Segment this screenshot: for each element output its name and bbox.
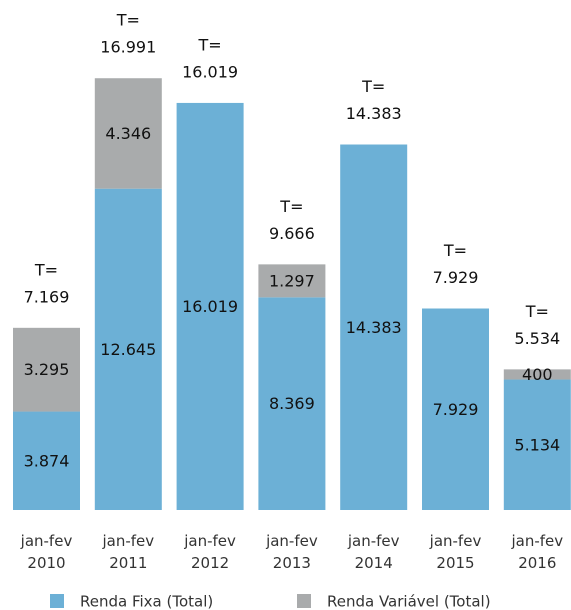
legend-swatch [50, 594, 64, 608]
x-tick-label: jan-fev 2010 [20, 532, 73, 572]
total-prefix: T= [443, 241, 467, 260]
value-label: 14.383 [346, 318, 402, 337]
total-prefix: T= [34, 260, 58, 279]
value-label: 4.346 [105, 124, 151, 143]
bar-segment [94, 188, 162, 511]
value-label: 7.929 [433, 400, 479, 419]
bar-segment [503, 369, 571, 380]
total-label: 16.991 [100, 38, 156, 57]
bar-segment [503, 379, 571, 510]
x-tick-label: jan-fev 2011 [101, 532, 154, 572]
x-tick-label: jan-fev 2016 [510, 532, 563, 572]
bar-segment [258, 297, 326, 510]
bar-segment [13, 411, 80, 510]
value-label: 5.134 [514, 435, 560, 454]
bar-segment [94, 78, 162, 189]
legend-swatch [297, 594, 311, 608]
x-tick-label: jan-fev 2014 [347, 532, 400, 572]
bar-segment [13, 327, 80, 412]
total-label: 9.666 [269, 224, 315, 243]
total-label: 16.019 [182, 62, 238, 81]
value-label: 16.019 [182, 297, 238, 316]
value-label: 400 [522, 365, 553, 384]
value-label: 8.369 [269, 394, 315, 413]
total-prefix: T= [525, 302, 549, 321]
bar-segment [258, 264, 326, 298]
x-tick-label: jan-fev 2015 [429, 532, 482, 572]
bar-segment [422, 308, 489, 510]
bar-segment [176, 102, 244, 510]
bar-segment [340, 144, 408, 510]
x-tick-label: jan-fev 2013 [265, 532, 318, 572]
value-label: 3.874 [24, 451, 70, 470]
legend-label: Renda Variável (Total) [327, 593, 491, 610]
total-prefix: T= [116, 11, 140, 30]
total-prefix: T= [279, 197, 303, 216]
total-prefix: T= [198, 35, 222, 54]
value-label: 12.645 [100, 340, 156, 359]
total-label: 14.383 [346, 104, 402, 123]
legend-label: Renda Fixa (Total) [80, 593, 213, 610]
x-tick-label: jan-fev 2012 [183, 532, 236, 572]
total-label: 7.929 [433, 268, 479, 287]
value-label: 1.297 [269, 271, 315, 290]
total-label: 7.169 [24, 287, 70, 306]
total-prefix: T= [361, 77, 385, 96]
value-label: 3.295 [24, 360, 70, 379]
total-label: 5.534 [514, 329, 560, 348]
